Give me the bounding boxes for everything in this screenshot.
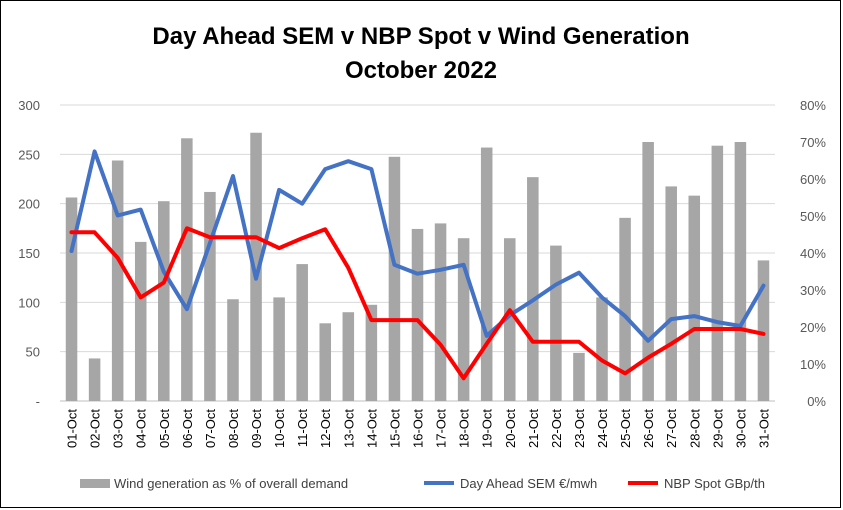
left-tick-label: 200 (18, 197, 40, 212)
x-tick-label: 06-Oct (180, 409, 195, 448)
wind-bar (65, 197, 78, 401)
wind-bar (296, 264, 308, 401)
x-tick-label: 08-Oct (226, 409, 241, 448)
chart-subtitle: October 2022 (345, 57, 497, 84)
x-tick-label: 14-Oct (364, 409, 379, 448)
wind-bar (480, 147, 493, 401)
wind-bar (227, 299, 239, 401)
line-series (69, 149, 766, 381)
right-tick-label: 40% (800, 246, 826, 261)
wind-bar (134, 241, 147, 401)
wind-bar (711, 145, 724, 401)
right-tick-label: 50% (800, 209, 826, 224)
legend-wind-swatch (80, 479, 110, 488)
wind-bar (665, 186, 677, 401)
wind-bar (204, 191, 216, 401)
legend-nbp-label: NBP Spot GBp/th (664, 476, 765, 491)
wind-bar (596, 297, 608, 401)
wind-bar (642, 142, 654, 401)
x-tick-label: 10-Oct (272, 409, 287, 448)
left-axis-ticks: - 50 100 150 200 250 300 (18, 98, 40, 409)
left-tick-label: 50 (26, 345, 40, 360)
wind-bar (111, 160, 124, 401)
x-tick-label: 31-Oct (756, 409, 771, 448)
x-tick-label: 30-Oct (733, 409, 748, 448)
x-tick-label: 22-Oct (549, 409, 564, 448)
wind-bar (158, 201, 170, 401)
x-tick-label: 16-Oct (411, 409, 426, 448)
right-tick-label: 10% (800, 357, 826, 372)
x-tick-label: 05-Oct (157, 409, 172, 448)
chart-title: Day Ahead SEM v NBP Spot v Wind Generati… (152, 23, 689, 50)
left-tick-label: 250 (18, 147, 40, 162)
right-tick-label: 0% (807, 394, 826, 409)
x-tick-label: 19-Oct (480, 409, 495, 448)
wind-bar (434, 223, 447, 401)
wind-bar (181, 138, 193, 402)
x-tick-label: 13-Oct (341, 409, 356, 448)
right-tick-label: 30% (800, 283, 826, 298)
x-tick-label: 09-Oct (249, 409, 264, 448)
x-tick-label: 11-Oct (295, 409, 310, 447)
nbp-line (69, 226, 766, 381)
x-tick-label: 01-Oct (65, 409, 80, 448)
right-tick-label: 60% (800, 172, 826, 187)
right-axis-ticks: 0% 10% 20% 30% 40% 50% 60% 70% 80% (800, 98, 826, 409)
x-tick-label: 02-Oct (88, 409, 103, 448)
x-tick-label: 12-Oct (318, 409, 333, 448)
wind-bar (550, 245, 562, 401)
wind-bar (88, 358, 101, 401)
x-tick-label: 21-Oct (526, 409, 541, 448)
left-tick-label: 100 (18, 295, 40, 310)
x-tick-label: 26-Oct (641, 409, 656, 448)
wind-bar (319, 323, 332, 401)
x-tick-label: 17-Oct (434, 409, 449, 448)
x-tick-label: 15-Oct (387, 409, 402, 448)
left-tick-label: 300 (18, 98, 40, 113)
x-tick-label: 18-Oct (457, 409, 472, 448)
wind-bar (342, 312, 355, 401)
wind-bars (65, 132, 770, 402)
wind-bar (688, 195, 701, 401)
left-tick-label: - (36, 394, 40, 409)
right-tick-label: 20% (800, 320, 826, 335)
legend-wind-label: Wind generation as % of overall demand (114, 476, 348, 491)
wind-bar (411, 228, 424, 401)
x-tick-label: 24-Oct (595, 409, 610, 448)
right-tick-label: 80% (800, 98, 826, 113)
x-axis-ticks: 01-Oct 02-Oct 03-Oct 04-Oct 05-Oct 06-Oct 07-O… (65, 409, 772, 448)
wind-bar (388, 156, 401, 401)
x-tick-label: 04-Oct (134, 409, 149, 448)
legend-sem-label: Day Ahead SEM €/mwh (460, 476, 597, 491)
wind-bar (527, 177, 539, 401)
wind-bar (457, 238, 470, 401)
wind-bar (365, 304, 378, 401)
x-tick-label: 29-Oct (710, 409, 725, 448)
wind-bar (734, 142, 747, 401)
wind-bar (273, 297, 285, 401)
x-tick-label: 20-Oct (503, 409, 518, 448)
x-tick-label: 25-Oct (618, 409, 633, 448)
wind-bar (250, 132, 262, 401)
wind-bar (757, 260, 770, 401)
right-tick-label: 70% (800, 135, 826, 150)
x-tick-label: 03-Oct (111, 409, 126, 448)
sem-line (69, 149, 766, 343)
x-tick-label: 27-Oct (664, 409, 679, 448)
wind-bar (503, 238, 516, 401)
left-tick-label: 150 (18, 246, 40, 261)
x-tick-label: 23-Oct (572, 409, 587, 448)
x-tick-label: 07-Oct (203, 409, 218, 448)
wind-bar (573, 352, 585, 401)
wind-bar (619, 217, 631, 401)
legend: Wind generation as % of overall demand D… (80, 476, 765, 491)
x-tick-label: 28-Oct (687, 409, 702, 448)
